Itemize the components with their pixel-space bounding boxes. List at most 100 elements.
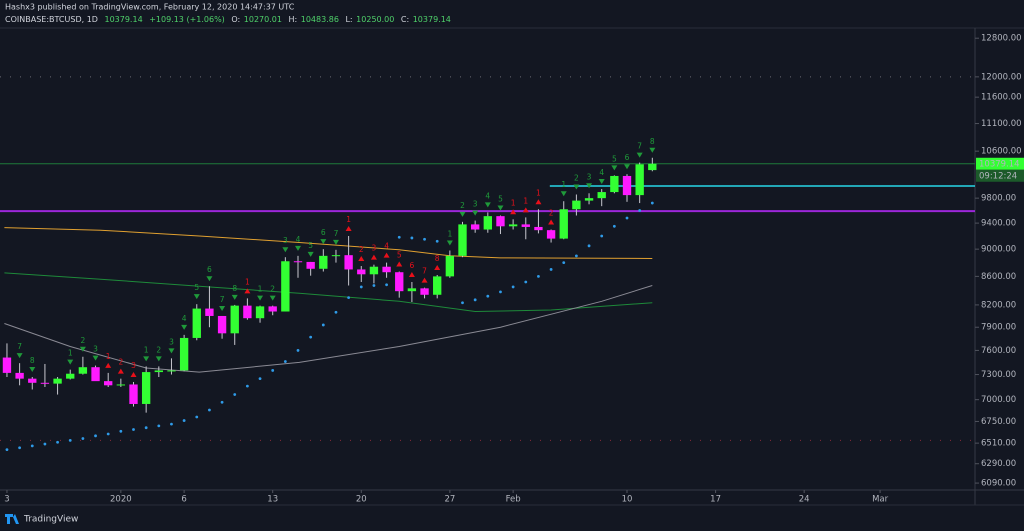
td-marker xyxy=(282,247,289,253)
sar-dot xyxy=(574,254,578,258)
td-count-label: 5 xyxy=(498,195,503,204)
td-count-label: 4 xyxy=(384,242,389,251)
x-tick-label: 20 xyxy=(356,495,367,505)
sar-dot xyxy=(68,438,72,442)
td-marker xyxy=(421,277,428,283)
td-marker xyxy=(497,205,504,211)
td-marker xyxy=(117,368,124,374)
candle-body xyxy=(597,192,606,199)
low-label: L: xyxy=(345,15,352,24)
sar-dot xyxy=(461,301,464,305)
y-tick-label: 6090.00 xyxy=(981,479,1016,489)
td-count-label: 2 xyxy=(460,201,465,210)
open-label: O: xyxy=(231,15,240,24)
td-count-label: 3 xyxy=(473,200,478,209)
candle-body xyxy=(281,261,290,312)
candle-body xyxy=(572,200,581,210)
candle-body xyxy=(344,255,353,270)
y-tick-label: 9000.00 xyxy=(981,245,1016,255)
td-count-label: 2 xyxy=(574,173,579,182)
y-tick-label: 6750.00 xyxy=(981,417,1016,427)
y-tick-label: 7900.00 xyxy=(981,323,1016,333)
td-marker xyxy=(408,271,415,277)
td-marker xyxy=(67,359,74,365)
sar-dot xyxy=(245,384,249,388)
td-count-label: 7 xyxy=(422,267,427,276)
candle-body xyxy=(306,261,315,269)
y-tick-label: 7300.00 xyxy=(981,370,1016,380)
candle-body xyxy=(445,255,455,277)
candle-body xyxy=(546,230,556,239)
sar-dot xyxy=(144,426,148,430)
td-marker xyxy=(231,294,238,300)
td-marker xyxy=(636,152,643,158)
td-marker xyxy=(611,165,618,171)
y-tick-label: 10600.00 xyxy=(981,147,1022,157)
td-marker xyxy=(459,211,466,217)
sar-dot xyxy=(524,280,528,284)
td-count-label: 3 xyxy=(169,337,174,346)
td-marker xyxy=(522,207,529,213)
candle-body xyxy=(331,255,341,257)
x-tick-label: 24 xyxy=(799,495,810,505)
sar-dot xyxy=(537,274,540,278)
td-marker xyxy=(219,305,226,311)
x-tick-label: 13 xyxy=(267,495,278,505)
td-marker xyxy=(193,294,200,300)
candle-body xyxy=(167,370,176,372)
sar-dot xyxy=(157,424,161,428)
candle-body xyxy=(104,381,113,386)
candle-body xyxy=(179,337,189,371)
td-count-label: 4 xyxy=(182,314,187,323)
td-marker xyxy=(472,210,479,216)
sar-dot xyxy=(30,444,34,448)
y-tick-label: 7600.00 xyxy=(981,346,1016,356)
td-count-label: 2 xyxy=(359,245,364,254)
td-count-label: 1 xyxy=(258,285,263,294)
candle-body xyxy=(648,163,657,171)
open-value: 10270.01 xyxy=(244,15,282,24)
td-count-label: 6 xyxy=(625,153,630,162)
td-marker xyxy=(510,209,517,215)
candle-body xyxy=(559,209,568,239)
candle-body xyxy=(154,370,163,373)
candle-body xyxy=(382,266,391,273)
td-count-label: 1 xyxy=(68,349,73,358)
countdown-label: 09:12:24 xyxy=(979,171,1017,181)
sar-dot xyxy=(473,298,477,302)
td-marker xyxy=(573,184,580,190)
td-count-label: 5 xyxy=(194,283,199,292)
candle-body xyxy=(496,216,505,227)
candle-body xyxy=(635,164,644,196)
close-label: C: xyxy=(401,15,409,24)
last-price-tag xyxy=(976,157,1024,170)
x-tick-label: 17 xyxy=(710,495,721,505)
candle-body xyxy=(420,288,429,295)
last-price-label: 10379.14 xyxy=(979,159,1020,169)
candle-body xyxy=(458,224,467,256)
td-marker xyxy=(206,276,213,282)
candle-body xyxy=(521,224,530,227)
td-count-label: 1 xyxy=(106,352,111,361)
td-count-label: 7 xyxy=(637,142,642,151)
sar-dot xyxy=(511,285,515,289)
td-marker xyxy=(332,239,339,245)
td-count-label: 7 xyxy=(220,295,225,304)
x-tick-label: 6 xyxy=(181,495,186,505)
y-tick-label: 12800.00 xyxy=(981,34,1022,44)
td-count-label: 6 xyxy=(410,261,415,270)
candle-body xyxy=(243,305,252,319)
y-tick-label: 9400.00 xyxy=(981,219,1016,229)
sar-dot xyxy=(650,201,654,205)
candle-body xyxy=(28,378,37,383)
td-count-label: 2 xyxy=(549,209,554,218)
candle-body xyxy=(293,261,303,263)
footer-logo: TradingView xyxy=(5,514,78,525)
td-marker xyxy=(548,219,555,225)
candle-body xyxy=(116,384,126,386)
candle-body xyxy=(395,272,404,292)
high-label: H: xyxy=(288,15,297,24)
sar-dot xyxy=(347,296,351,300)
sar-dot xyxy=(435,239,439,243)
